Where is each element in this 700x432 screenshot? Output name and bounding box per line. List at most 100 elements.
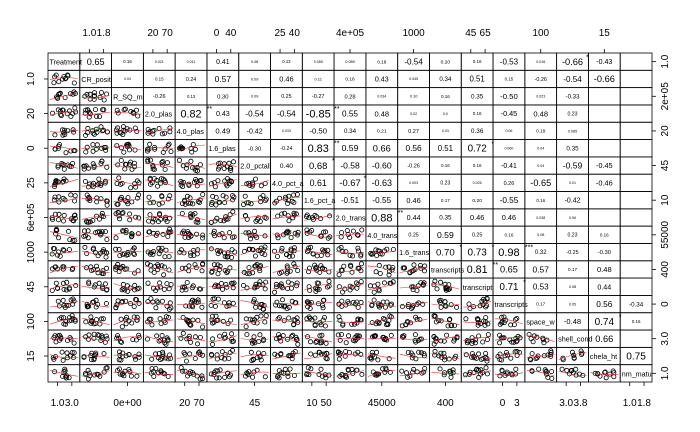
data-point xyxy=(569,349,575,355)
data-point xyxy=(223,194,229,200)
smoother-line xyxy=(177,285,205,288)
data-point xyxy=(86,279,92,285)
correlation-label: -0.66 xyxy=(594,74,615,84)
tick-label: 45 xyxy=(26,281,37,293)
data-point xyxy=(68,192,74,198)
data-point xyxy=(104,286,110,292)
data-point xyxy=(307,339,313,345)
smoother-line xyxy=(113,354,142,358)
data-point xyxy=(84,144,90,150)
correlation-label: 0.13 xyxy=(282,59,291,64)
data-point xyxy=(338,230,344,236)
tick-label: 0 xyxy=(660,301,671,307)
data-point xyxy=(275,372,281,378)
correlation-label: 0.44 xyxy=(597,283,611,291)
data-point xyxy=(274,232,280,238)
data-point xyxy=(448,302,454,308)
smoother-line xyxy=(81,336,110,342)
data-point xyxy=(358,279,364,285)
tick-label: 3.0 xyxy=(559,398,573,409)
smoother-line xyxy=(367,283,396,291)
data-point xyxy=(92,90,98,96)
data-point xyxy=(291,245,297,251)
data-point xyxy=(400,265,406,271)
data-point xyxy=(251,334,257,340)
data-point xyxy=(433,338,439,344)
smoother-line xyxy=(49,179,78,187)
smoother-line xyxy=(113,283,142,291)
smoother-line xyxy=(240,371,269,375)
data-point xyxy=(100,268,106,274)
correlation-label: 0.03 xyxy=(442,129,449,133)
correlation-label: 0.43 xyxy=(375,75,389,83)
smoother-line xyxy=(494,353,523,359)
data-point xyxy=(178,247,184,253)
data-point xyxy=(160,231,166,237)
correlation-label: -0.50 xyxy=(309,127,327,136)
data-point xyxy=(320,265,326,271)
data-point xyxy=(63,374,69,380)
smoother-line xyxy=(240,249,269,255)
data-point xyxy=(231,194,237,200)
smoother-line xyxy=(304,214,333,221)
data-point xyxy=(188,253,194,259)
tick-label: 3 xyxy=(514,398,520,409)
data-point xyxy=(103,365,109,371)
data-point xyxy=(411,262,417,268)
correlation-label: 0.026 xyxy=(473,181,482,185)
correlation-label: 0.0 xyxy=(443,112,448,116)
data-point xyxy=(437,299,443,305)
data-point xyxy=(247,232,253,238)
correlation-label: 0.15 xyxy=(505,77,514,82)
data-point xyxy=(483,304,489,310)
data-point xyxy=(316,280,322,286)
data-point xyxy=(323,355,329,361)
matrix-cell xyxy=(333,364,367,383)
data-point xyxy=(85,376,91,382)
data-point xyxy=(252,340,258,346)
data-point xyxy=(258,183,264,189)
data-point xyxy=(304,334,310,340)
data-point xyxy=(156,245,162,251)
data-point xyxy=(412,337,418,343)
data-point xyxy=(123,353,129,359)
data-point xyxy=(257,332,263,338)
data-point xyxy=(227,265,233,271)
data-point xyxy=(286,229,292,235)
matrix-cell xyxy=(619,173,653,192)
tick-label: 20 xyxy=(660,125,671,137)
data-point xyxy=(215,251,221,257)
data-point xyxy=(275,235,281,241)
matrix-cell xyxy=(619,139,653,158)
data-point xyxy=(339,298,345,304)
data-point xyxy=(194,183,200,189)
smoother-line xyxy=(177,336,205,341)
smoother-line xyxy=(336,303,364,306)
data-point xyxy=(166,286,172,292)
correlation-label: -0.45 xyxy=(501,109,518,118)
data-point xyxy=(377,248,383,254)
data-point xyxy=(345,333,351,339)
data-point xyxy=(89,267,95,273)
smoother-line xyxy=(49,337,78,340)
variable-label: R_SQ_m xyxy=(113,92,143,101)
matrix-cell xyxy=(619,243,653,262)
data-point xyxy=(403,370,409,376)
smoother-line xyxy=(240,283,269,291)
data-point xyxy=(91,284,97,290)
data-point xyxy=(314,253,320,259)
smoother-line xyxy=(81,300,110,308)
tick-label: 45 xyxy=(249,398,261,409)
data-point xyxy=(187,200,193,206)
data-point xyxy=(291,261,297,267)
smoother-line xyxy=(49,265,78,274)
data-point xyxy=(213,202,219,208)
data-point xyxy=(386,272,392,278)
data-point xyxy=(262,286,268,292)
data-point xyxy=(89,350,95,356)
data-point xyxy=(64,279,70,285)
smoother-line xyxy=(49,145,78,151)
significance-star: ** xyxy=(207,106,213,113)
data-point xyxy=(347,287,353,293)
